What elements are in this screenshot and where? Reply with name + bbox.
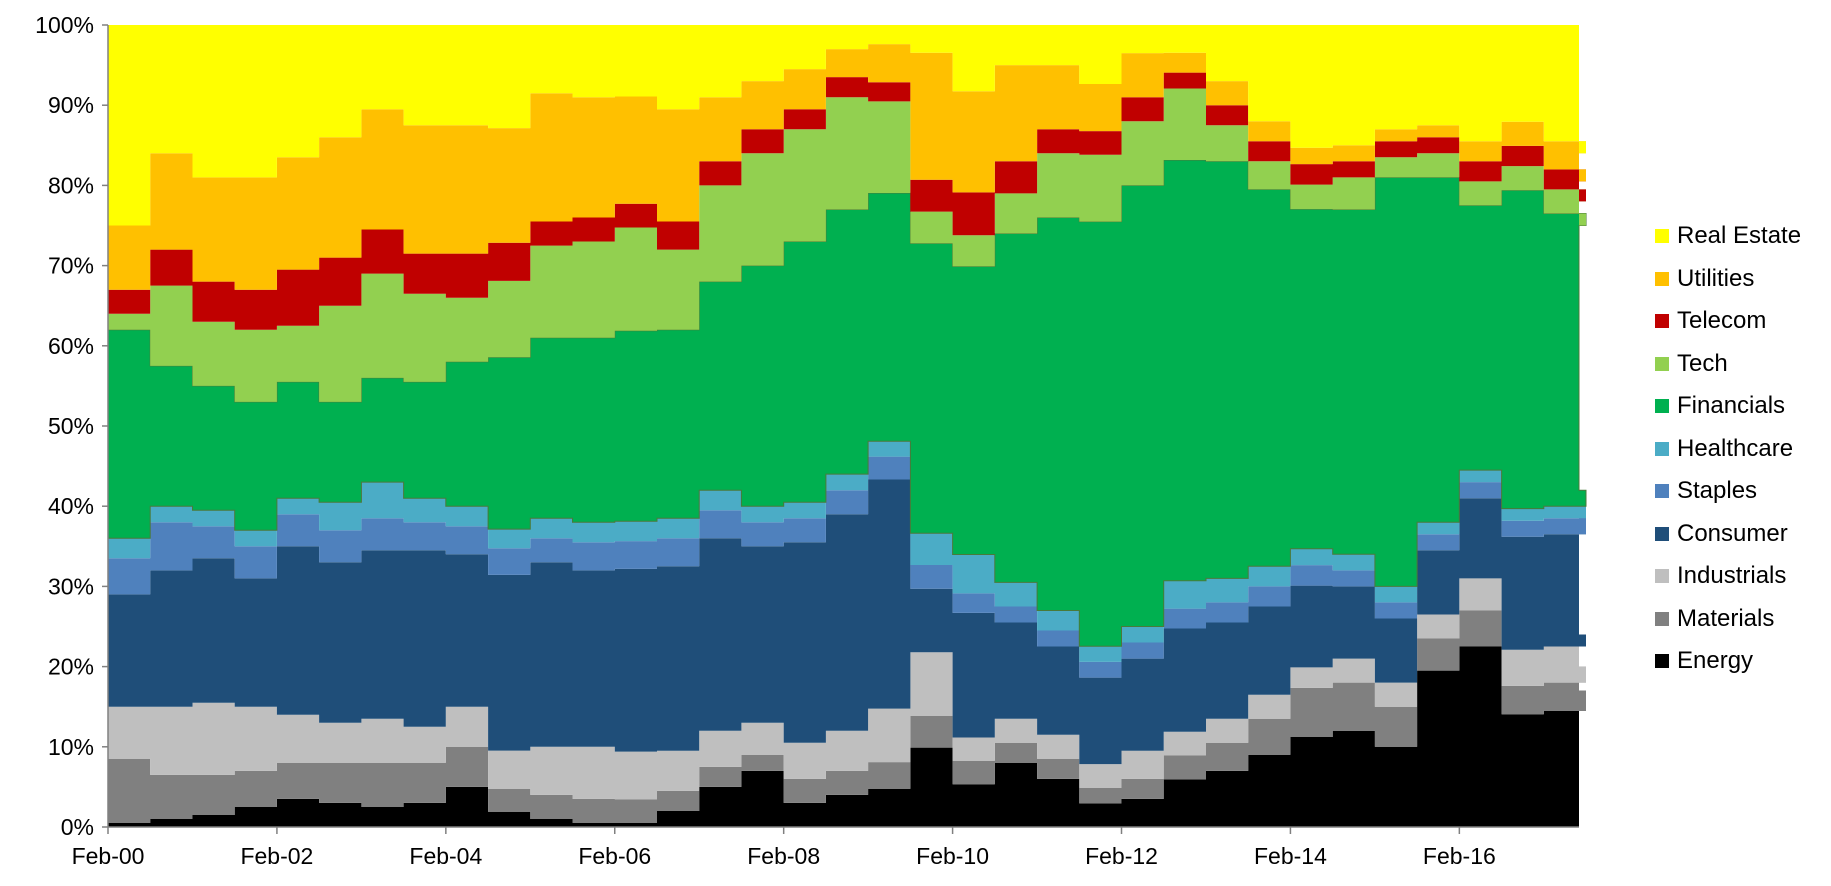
legend-swatch bbox=[1655, 314, 1669, 329]
y-tick-label: 60% bbox=[48, 333, 94, 359]
legend-item-financials: Financials bbox=[1655, 385, 1801, 428]
y-tick-label: 0% bbox=[61, 814, 94, 840]
legend-label: Energy bbox=[1677, 647, 1754, 675]
y-tick-label: 50% bbox=[48, 413, 94, 439]
area-layers bbox=[107, 25, 1587, 827]
x-tick-label: Feb-02 bbox=[240, 843, 313, 869]
legend-swatch bbox=[1655, 229, 1669, 244]
legend-item-healthcare: Healthcare bbox=[1655, 428, 1801, 471]
y-axis-tick-labels: 0% 10% 20% 30% 40% 50% 60% 70% 80% 90% 100% bbox=[35, 12, 94, 840]
legend-swatch bbox=[1655, 484, 1669, 499]
legend-swatch bbox=[1655, 441, 1669, 456]
x-tick-label: Feb-00 bbox=[72, 843, 145, 869]
legend-label: Consumer bbox=[1677, 519, 1788, 547]
x-tick-label: Feb-08 bbox=[747, 843, 820, 869]
x-tick-label: Feb-12 bbox=[1085, 843, 1158, 869]
legend-item-energy: Energy bbox=[1655, 640, 1801, 683]
axes bbox=[102, 24, 1579, 834]
y-tick-label: 30% bbox=[48, 573, 94, 599]
legend-label: Healthcare bbox=[1677, 434, 1794, 462]
legend-item-staples: Staples bbox=[1655, 470, 1801, 513]
y-tick-label: 100% bbox=[35, 12, 94, 38]
x-axis-tick-labels: Feb-00 Feb-02 Feb-04 Feb-06 Feb-08 Feb-10 Feb-… bbox=[72, 843, 1496, 869]
legend-swatch bbox=[1655, 356, 1669, 371]
x-tick-label: Feb-14 bbox=[1254, 843, 1327, 869]
legend-item-utilities: Utilities bbox=[1655, 258, 1801, 301]
legend-label: Materials bbox=[1677, 604, 1775, 632]
legend-label: Industrials bbox=[1677, 562, 1787, 590]
legend-label: Utilities bbox=[1677, 264, 1755, 292]
legend-item-telecom: Telecom bbox=[1655, 300, 1801, 343]
area-energy bbox=[108, 646, 1586, 827]
legend-item-real-estate: Real Estate bbox=[1655, 215, 1801, 258]
legend: Real Estate Utilities Telecom Tech Financial… bbox=[1655, 215, 1801, 683]
y-tick-label: 90% bbox=[48, 92, 94, 118]
x-tick-label: Feb-06 bbox=[578, 843, 651, 869]
y-tick-label: 10% bbox=[48, 734, 94, 760]
legend-item-industrials: Industrials bbox=[1655, 555, 1801, 598]
area-utilities bbox=[108, 44, 1586, 290]
y-tick-label: 70% bbox=[48, 253, 94, 279]
legend-swatch bbox=[1655, 399, 1669, 414]
area-materials bbox=[108, 610, 1586, 823]
area-real-estate bbox=[108, 25, 1586, 226]
area-consumer bbox=[108, 479, 1586, 765]
x-tick-label: Feb-04 bbox=[409, 843, 482, 869]
y-tick-label: 20% bbox=[48, 654, 94, 680]
y-tick-label: 80% bbox=[48, 172, 94, 198]
area-industrials bbox=[108, 578, 1586, 800]
legend-swatch bbox=[1655, 569, 1669, 584]
area-tech bbox=[108, 88, 1586, 402]
legend-label: Tech bbox=[1677, 349, 1728, 377]
area-telecom bbox=[108, 72, 1586, 330]
legend-item-materials: Materials bbox=[1655, 598, 1801, 641]
legend-swatch bbox=[1655, 271, 1669, 286]
area-staples bbox=[108, 456, 1586, 678]
legend-label: Financials bbox=[1677, 392, 1786, 420]
y-tick-label: 40% bbox=[48, 493, 94, 519]
legend-item-tech: Tech bbox=[1655, 343, 1801, 386]
legend-swatch bbox=[1655, 611, 1669, 626]
legend-label: Staples bbox=[1677, 477, 1758, 505]
legend-label: Real Estate bbox=[1677, 222, 1802, 250]
legend-swatch bbox=[1655, 654, 1669, 669]
legend-swatch bbox=[1655, 526, 1669, 541]
x-tick-label: Feb-16 bbox=[1423, 843, 1496, 869]
legend-item-consumer: Consumer bbox=[1655, 513, 1801, 556]
x-tick-label: Feb-10 bbox=[916, 843, 989, 869]
legend-label: Telecom bbox=[1677, 307, 1767, 335]
